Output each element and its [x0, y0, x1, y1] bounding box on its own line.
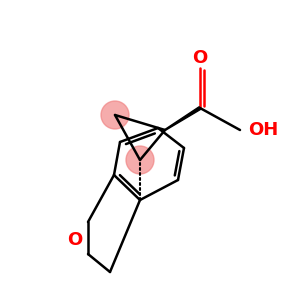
Polygon shape: [165, 107, 201, 130]
Circle shape: [126, 146, 154, 174]
Circle shape: [101, 101, 129, 129]
Text: OH: OH: [248, 121, 278, 139]
Text: O: O: [68, 231, 82, 249]
Text: O: O: [192, 49, 208, 67]
